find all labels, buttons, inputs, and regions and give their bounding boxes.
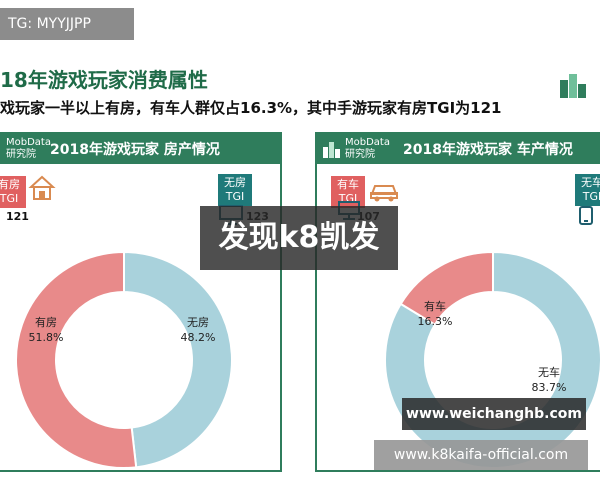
badge-text: 无房 TGI: [224, 176, 246, 203]
donut-slice-1: [399, 250, 494, 327]
brand-line1: MobData: [6, 137, 51, 148]
donut-slice-1: [15, 250, 138, 469]
brand-label: MobData 研究院: [345, 137, 390, 161]
badge-no-car: 无车 TGI: [575, 174, 600, 206]
panel-header: MobData 研究院 2018年游戏玩家 车产情况: [317, 134, 600, 164]
slice-label-1: 有房: [35, 315, 57, 329]
badge-has-house: 有房 TGI: [0, 176, 26, 208]
panel-title: 2018年游戏玩家 房产情况: [50, 142, 220, 158]
slice-value-0: 48.2%: [181, 331, 216, 344]
watermark-url: www.weichanghb.com: [402, 398, 586, 430]
house-icon: [28, 175, 56, 200]
page-subtitle: 戏玩家一半以上有房，有车人群仅占16.3%，其中手游玩家有房TGI为121: [0, 99, 502, 117]
mobdata-logo-icon: [560, 74, 586, 98]
brand-line2: 研究院: [345, 149, 375, 160]
car-icon: [370, 185, 398, 202]
brand-line1: MobData: [345, 137, 390, 148]
tag-label: TG: MYYJJPP: [0, 8, 134, 40]
donut-slice-0: [123, 250, 233, 469]
slice-label-0: 无房: [187, 316, 209, 329]
mobdata-logo-icon: [323, 142, 340, 158]
watermark-url-secondary: www.k8kaifa-official.com: [374, 440, 588, 470]
phone-icon: [579, 206, 593, 225]
slice-value-1: 51.8%: [29, 331, 64, 344]
slice-label-0: 无车: [538, 365, 560, 379]
badge-text: 有房 TGI: [0, 178, 20, 205]
page-title: 18年游戏玩家消费属性: [0, 68, 208, 92]
watermark-banner: 发现k8凯发: [200, 206, 398, 270]
slice-value-0: 83.7%: [532, 381, 567, 394]
housing-donut-chart: 无房 48.2% 有房 51.8%: [15, 250, 233, 469]
brand-line2: 研究院: [6, 149, 36, 160]
panel-title: 2018年游戏玩家 车产情况: [403, 142, 573, 158]
slice-value-1: 16.3%: [418, 315, 453, 328]
slice-label-1: 有车: [424, 299, 446, 313]
panel-header: MobData 研究院 2018年游戏玩家 房产情况: [0, 134, 280, 164]
badge-text: 无车 TGI: [581, 176, 600, 203]
panel-housing: MobData 研究院 2018年游戏玩家 房产情况 有房 TGI 121 无房…: [0, 132, 282, 472]
brand-label: MobData 研究院: [6, 137, 51, 161]
badge-no-house: 无房 TGI: [218, 174, 252, 206]
tgi-has-house: 121: [6, 210, 29, 223]
